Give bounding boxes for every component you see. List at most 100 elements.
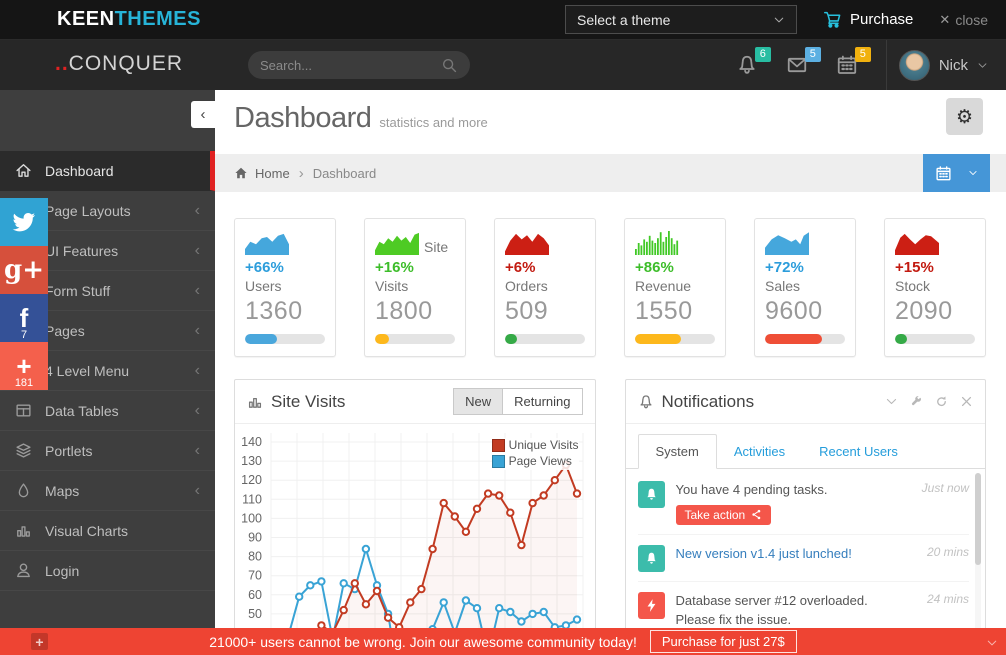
user-name: Nick: [938, 56, 968, 74]
config-wrench-icon[interactable]: [910, 395, 923, 408]
share-icon: [751, 509, 762, 520]
returning-visits-button[interactable]: Returning: [503, 388, 583, 415]
page-head: Dashboard statistics and more ⚙: [215, 90, 1006, 154]
notifications-badge: 6: [754, 47, 771, 62]
sidebar-item-label: UI Features: [45, 242, 119, 259]
messages-button[interactable]: 5: [786, 47, 821, 76]
chevron-down-icon: [773, 14, 785, 26]
tab-activities[interactable]: Activities: [733, 444, 786, 459]
calendar-button[interactable]: 5: [836, 47, 871, 76]
banner-purchase-button[interactable]: Purchase for just 27$: [649, 630, 797, 653]
tile-sparkline: [635, 229, 715, 255]
sidebar-item-label: Pages: [45, 322, 85, 339]
promo-banner: + 21000+ users cannot be wrong. Join our…: [0, 628, 1006, 655]
scrollbar-track: [975, 473, 981, 655]
tile-value: 1360: [245, 297, 303, 325]
portlet-tools: [885, 395, 973, 408]
theme-select-dropdown[interactable]: Select a theme: [565, 5, 798, 34]
chevron-left-icon: ‹: [194, 241, 200, 259]
chevron-left-icon: ‹: [194, 201, 200, 219]
tile-progress-bar: [635, 334, 715, 344]
tile-label: Visits: [375, 278, 409, 294]
settings-gear-button[interactable]: ⚙: [946, 98, 983, 135]
messages-badge: 5: [804, 47, 821, 62]
tile-percent: +86%: [635, 259, 674, 276]
breadcrumb-separator: ›: [298, 164, 304, 182]
remove-icon[interactable]: [960, 395, 973, 408]
sidebar-item-login[interactable]: Login: [0, 551, 215, 591]
site-visits-portlet: Site Visits New Returning Unique Visits …: [234, 379, 596, 655]
sidebar-item-label: Data Tables: [45, 402, 119, 419]
sidebar-item-visual-charts[interactable]: Visual Charts: [0, 511, 215, 551]
sidebar-item-dashboard[interactable]: Dashboard: [0, 151, 215, 191]
topbar-right: Select a theme Purchase ✕ close: [565, 5, 988, 34]
purchase-link[interactable]: Purchase: [823, 10, 913, 29]
sidebar-item-data-tables[interactable]: Data Tables ‹: [0, 391, 215, 431]
share-more-button[interactable]: + 181: [0, 342, 48, 390]
tab-recent-users[interactable]: Recent Users: [819, 444, 898, 459]
user-menu[interactable]: Nick: [898, 49, 988, 81]
sidebar-collapse-toggler[interactable]: ‹: [191, 101, 215, 128]
notifications-portlet: Notifications System Activities Recent U…: [624, 379, 986, 655]
close-topbar-button[interactable]: ✕ close: [939, 12, 988, 28]
total-share-count: 181: [14, 377, 34, 389]
stat-tile-revenue[interactable]: +86% Revenue 1550: [624, 218, 726, 357]
search-box: [248, 51, 470, 79]
tile-label: Users: [245, 278, 282, 294]
user-icon: [15, 562, 32, 579]
share-tab-icon[interactable]: +: [31, 633, 48, 650]
svg-text:140: 140: [241, 435, 262, 449]
notifications-bell-button[interactable]: 6: [736, 47, 771, 76]
chart-legend: Unique Visits Page Views: [491, 438, 579, 470]
banner-collapse-icon[interactable]: [986, 636, 998, 648]
tile-percent: +16%: [375, 259, 414, 276]
svg-text:120: 120: [241, 473, 262, 487]
legend-unique-visits: Unique Visits: [491, 438, 579, 452]
take-action-button[interactable]: Take action: [675, 504, 772, 525]
new-visits-button[interactable]: New: [453, 388, 504, 415]
svg-text:60: 60: [248, 588, 262, 602]
search-icon[interactable]: [441, 57, 458, 74]
calendar-icon: [836, 54, 858, 76]
sidebar-item-maps[interactable]: Maps ‹: [0, 471, 215, 511]
layers-icon: [15, 442, 32, 459]
sidebar-item-label: Dashboard: [45, 162, 114, 179]
site-visits-header: Site Visits New Returning: [235, 380, 595, 424]
sidebar-item-portlets[interactable]: Portlets ‹: [0, 431, 215, 471]
date-range-picker-button[interactable]: [923, 154, 990, 192]
chevron-left-icon: ‹: [194, 441, 200, 459]
svg-text:70: 70: [248, 569, 262, 583]
collapse-icon[interactable]: [885, 395, 898, 408]
envelope-icon: [786, 54, 808, 76]
tile-value: 509: [505, 297, 549, 325]
tab-system[interactable]: System: [637, 434, 717, 469]
notification-text: Database server #12 overloaded. Please f…: [675, 592, 868, 627]
search-input[interactable]: [260, 57, 441, 73]
breadcrumb: Home › Dashboard: [215, 154, 1006, 192]
tile-label: Sales: [765, 278, 801, 294]
stat-tile-stock[interactable]: +15% Stock 2090: [884, 218, 986, 357]
reload-icon[interactable]: [935, 395, 948, 408]
twitter-share-button[interactable]: [0, 198, 48, 246]
google-plus-share-button[interactable]: g+: [0, 246, 48, 294]
purchase-label: Purchase: [850, 11, 914, 28]
tile-progress-bar: [505, 334, 585, 344]
keenthemes-logo[interactable]: KEENTHEMES: [57, 8, 201, 31]
bell-badge-icon: [637, 481, 665, 508]
scrollbar-thumb[interactable]: [975, 473, 981, 565]
stat-tile-orders[interactable]: +6% Orders 509: [494, 218, 596, 357]
sidebar-item-label: Visual Charts: [45, 522, 129, 539]
svg-text:80: 80: [248, 550, 262, 564]
facebook-share-button[interactable]: f 7: [0, 294, 48, 342]
conquer-logo[interactable]: ..CONQUER: [55, 52, 183, 76]
stat-tile-sales[interactable]: +72% Sales 9600: [754, 218, 856, 357]
logo-text: CONQUER: [68, 52, 184, 75]
breadcrumb-current: Dashboard: [312, 165, 377, 181]
breadcrumb-home[interactable]: Home: [255, 165, 290, 181]
facebook-icon: f: [19, 303, 29, 333]
stat-tile-site-visits[interactable]: Site +16% Visits 1800: [364, 218, 466, 357]
svg-text:100: 100: [241, 511, 262, 525]
stat-tile-users[interactable]: +66% Users 1360: [234, 218, 336, 357]
notification-link[interactable]: New version v1.4 just lunched!: [675, 545, 852, 561]
bar-chart-icon: [15, 522, 32, 539]
